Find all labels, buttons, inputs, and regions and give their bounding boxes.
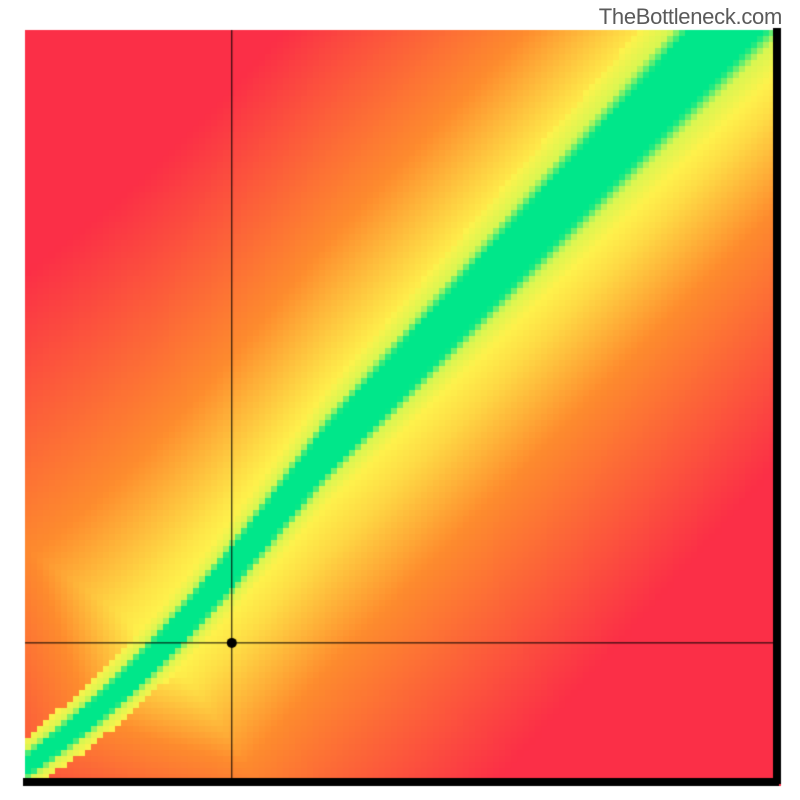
attribution-text: TheBottleneck.com [599,4,782,30]
chart-container: TheBottleneck.com [0,0,800,800]
heatmap-canvas [0,0,800,800]
